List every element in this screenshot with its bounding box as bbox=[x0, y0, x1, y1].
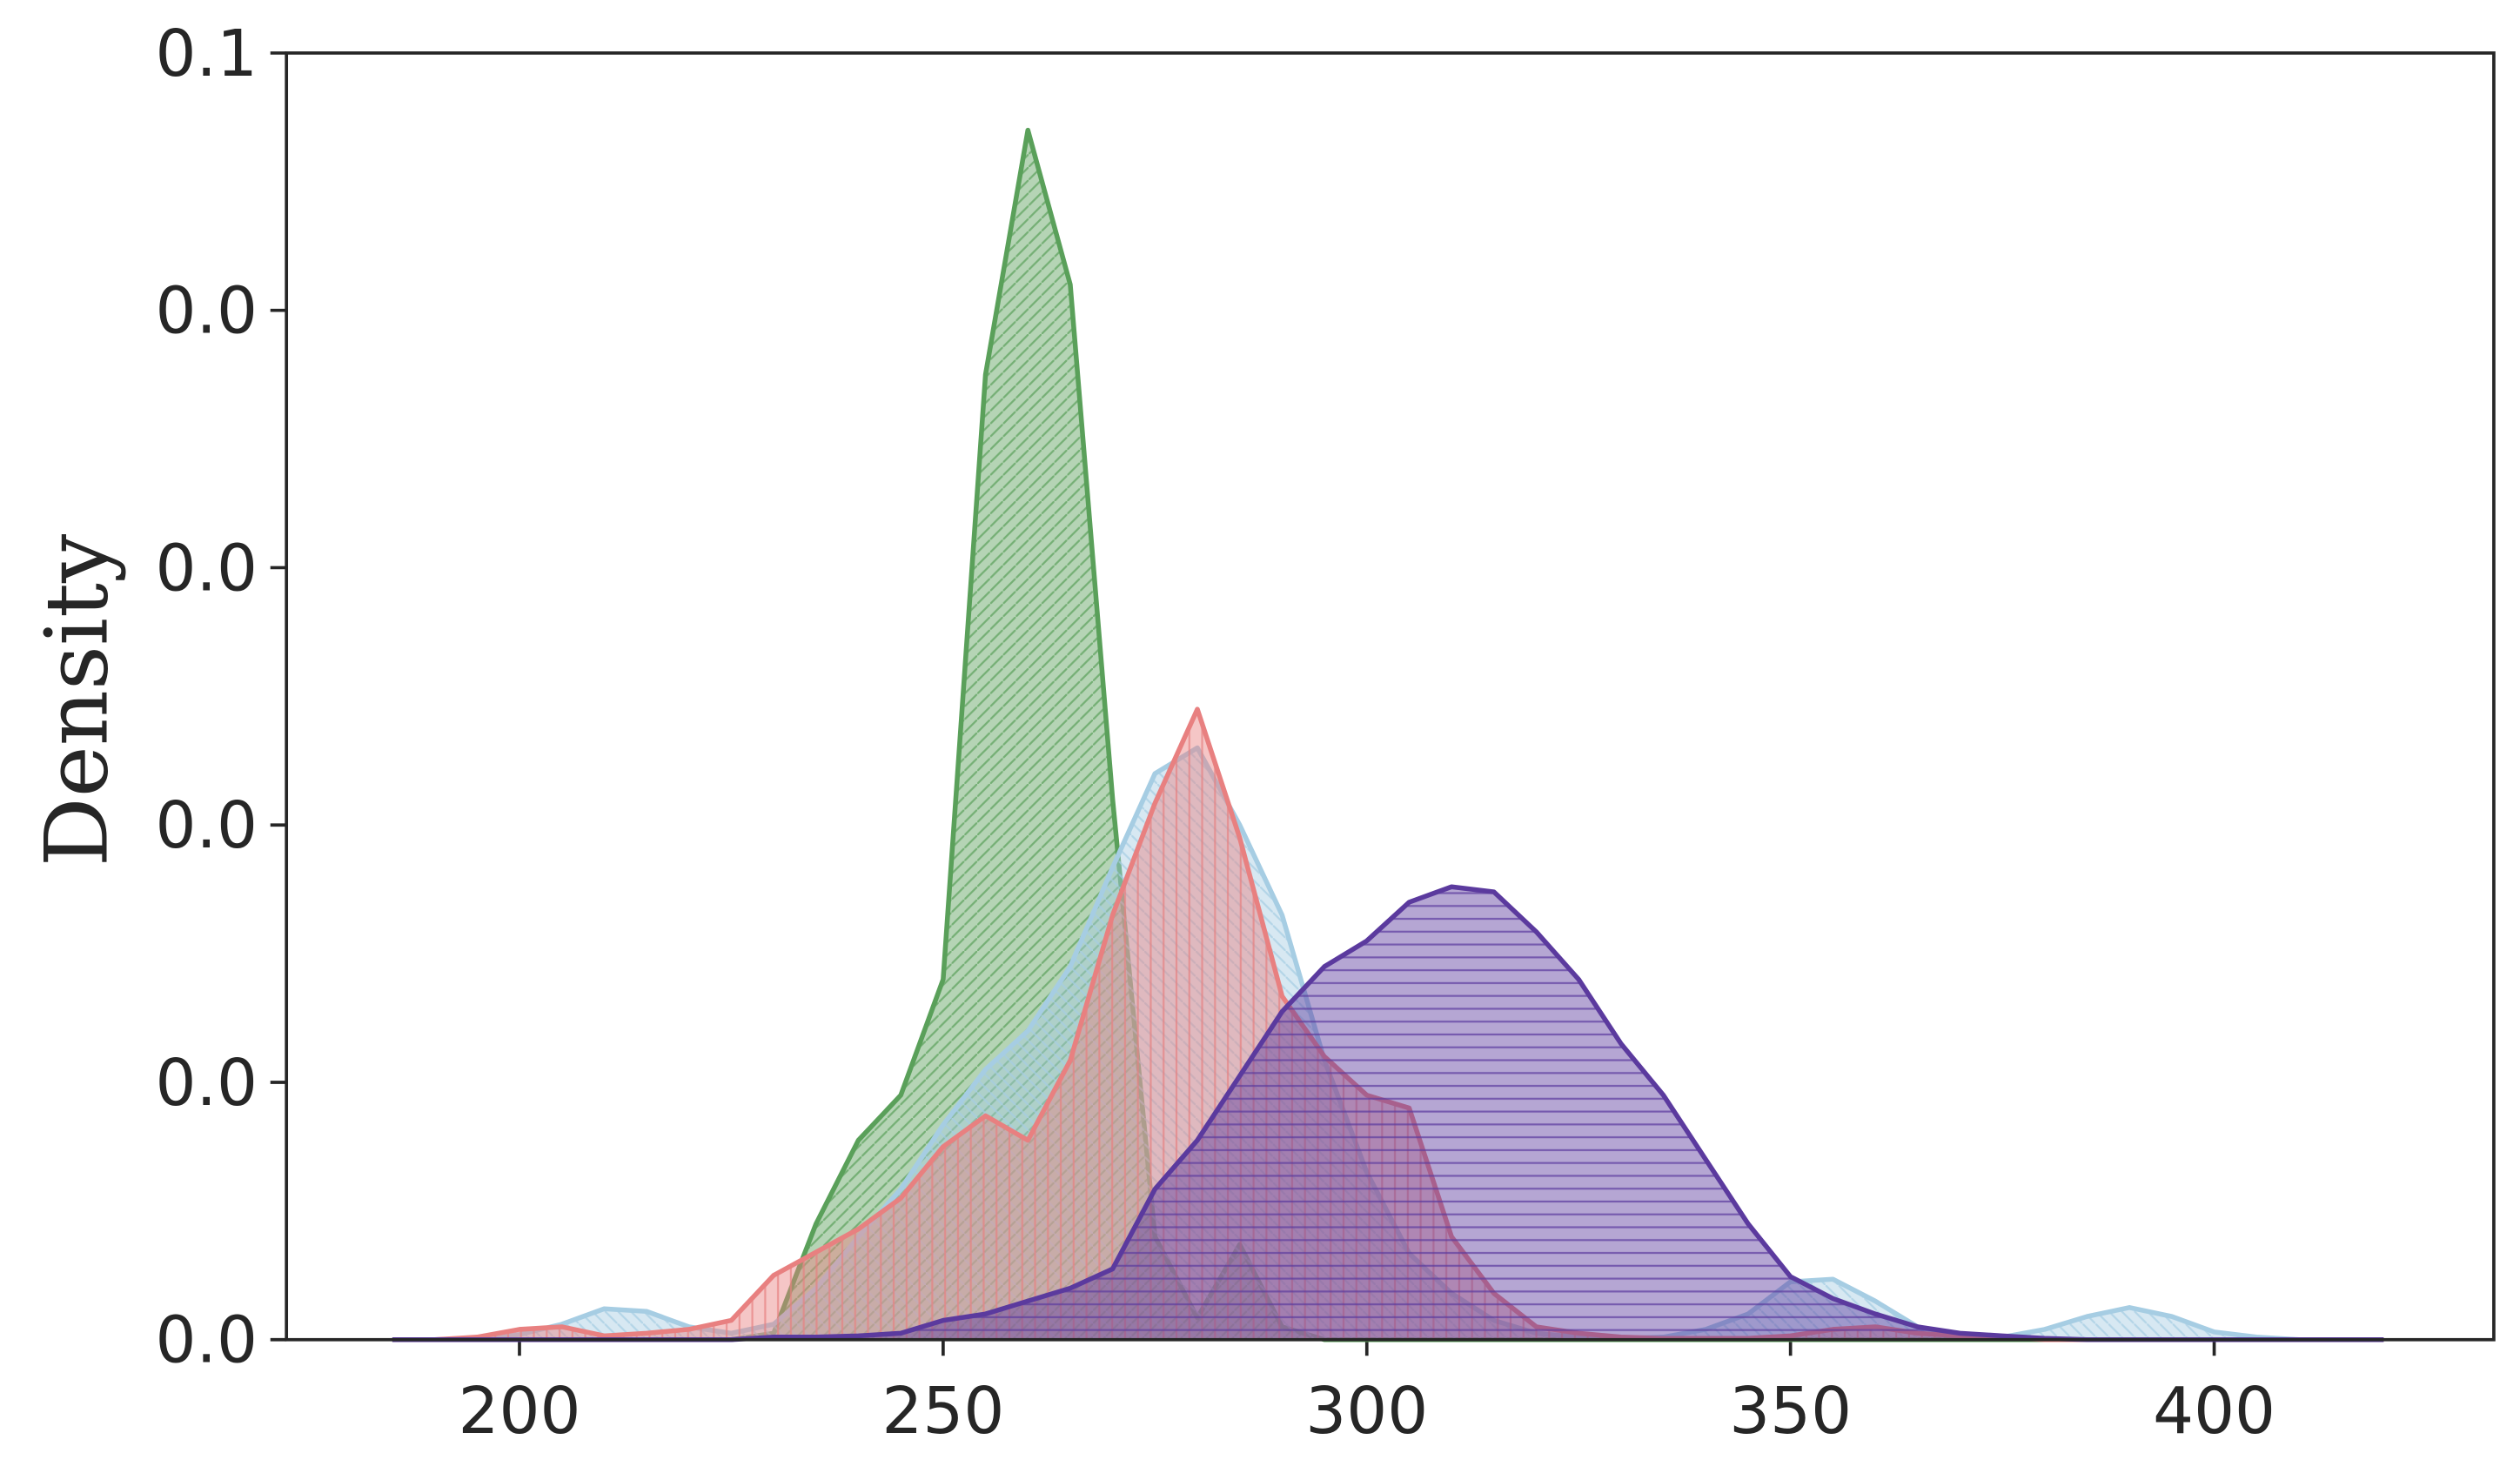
x-tick-label: 200 bbox=[459, 1374, 581, 1449]
x-tick-label: 350 bbox=[1729, 1374, 1852, 1449]
plot-frame bbox=[285, 51, 2496, 1342]
y-axis-label: Density bbox=[25, 533, 127, 867]
y-tick-label: 0.0 bbox=[156, 1046, 258, 1121]
y-tick-label: 0.0 bbox=[156, 1303, 258, 1378]
y-tick-label: 0.1 bbox=[156, 17, 258, 91]
x-tick-label: 300 bbox=[1305, 1374, 1428, 1449]
y-tick-label: 0.0 bbox=[156, 531, 258, 606]
y-tick-label: 0.0 bbox=[156, 788, 258, 863]
x-tick-label: 400 bbox=[2153, 1374, 2275, 1449]
area-hatch bbox=[392, 887, 2384, 1340]
x-tick-label: 250 bbox=[881, 1374, 1004, 1449]
y-tick-label: 0.0 bbox=[156, 274, 258, 349]
